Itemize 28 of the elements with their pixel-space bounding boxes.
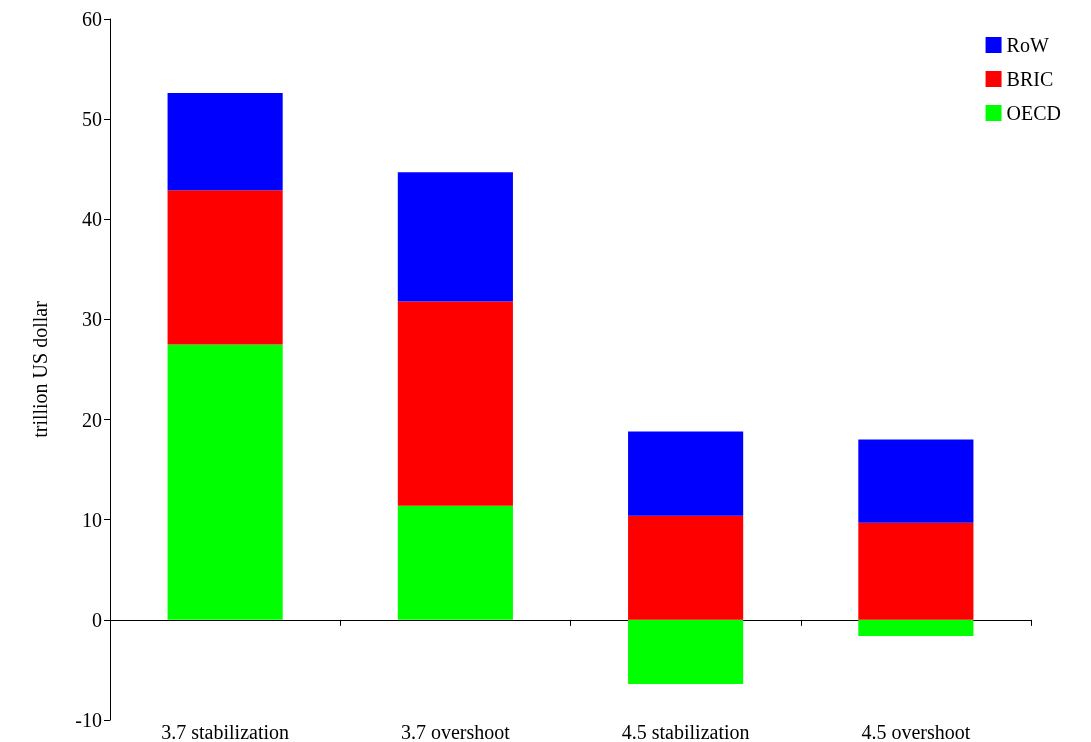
bar <box>628 515 744 620</box>
x-tick-label: 4.5 stabilization <box>621 721 750 742</box>
x-tick-label: 3.7 stabilization <box>161 721 290 742</box>
x-tick-label: 3.7 overshoot <box>400 721 511 742</box>
bar <box>858 619 974 636</box>
bar <box>397 505 513 620</box>
bar <box>167 344 283 620</box>
y-tick-label: 40 <box>82 208 102 231</box>
bar <box>167 190 283 345</box>
bar <box>858 522 974 620</box>
bar <box>858 439 974 523</box>
y-axis-title: trillion US dollar <box>29 300 51 438</box>
bar <box>628 619 744 684</box>
legend-label: OECD <box>1006 102 1062 124</box>
bar <box>397 172 513 302</box>
y-tick-label: 30 <box>82 308 102 331</box>
bar <box>628 431 744 516</box>
y-tick-label: 0 <box>92 608 102 631</box>
legend-label: BRIC <box>1006 68 1054 90</box>
y-tick-label: -10 <box>75 709 102 731</box>
y-tick-label: 10 <box>82 508 102 531</box>
y-tick-label: 20 <box>82 408 102 431</box>
bar <box>397 301 513 506</box>
bar <box>167 93 283 191</box>
x-tick-label: 4.5 overshoot <box>861 721 971 742</box>
y-tick-label: 60 <box>82 8 102 30</box>
y-tick-label: 50 <box>82 108 102 131</box>
legend-label: RoW <box>1006 34 1049 56</box>
